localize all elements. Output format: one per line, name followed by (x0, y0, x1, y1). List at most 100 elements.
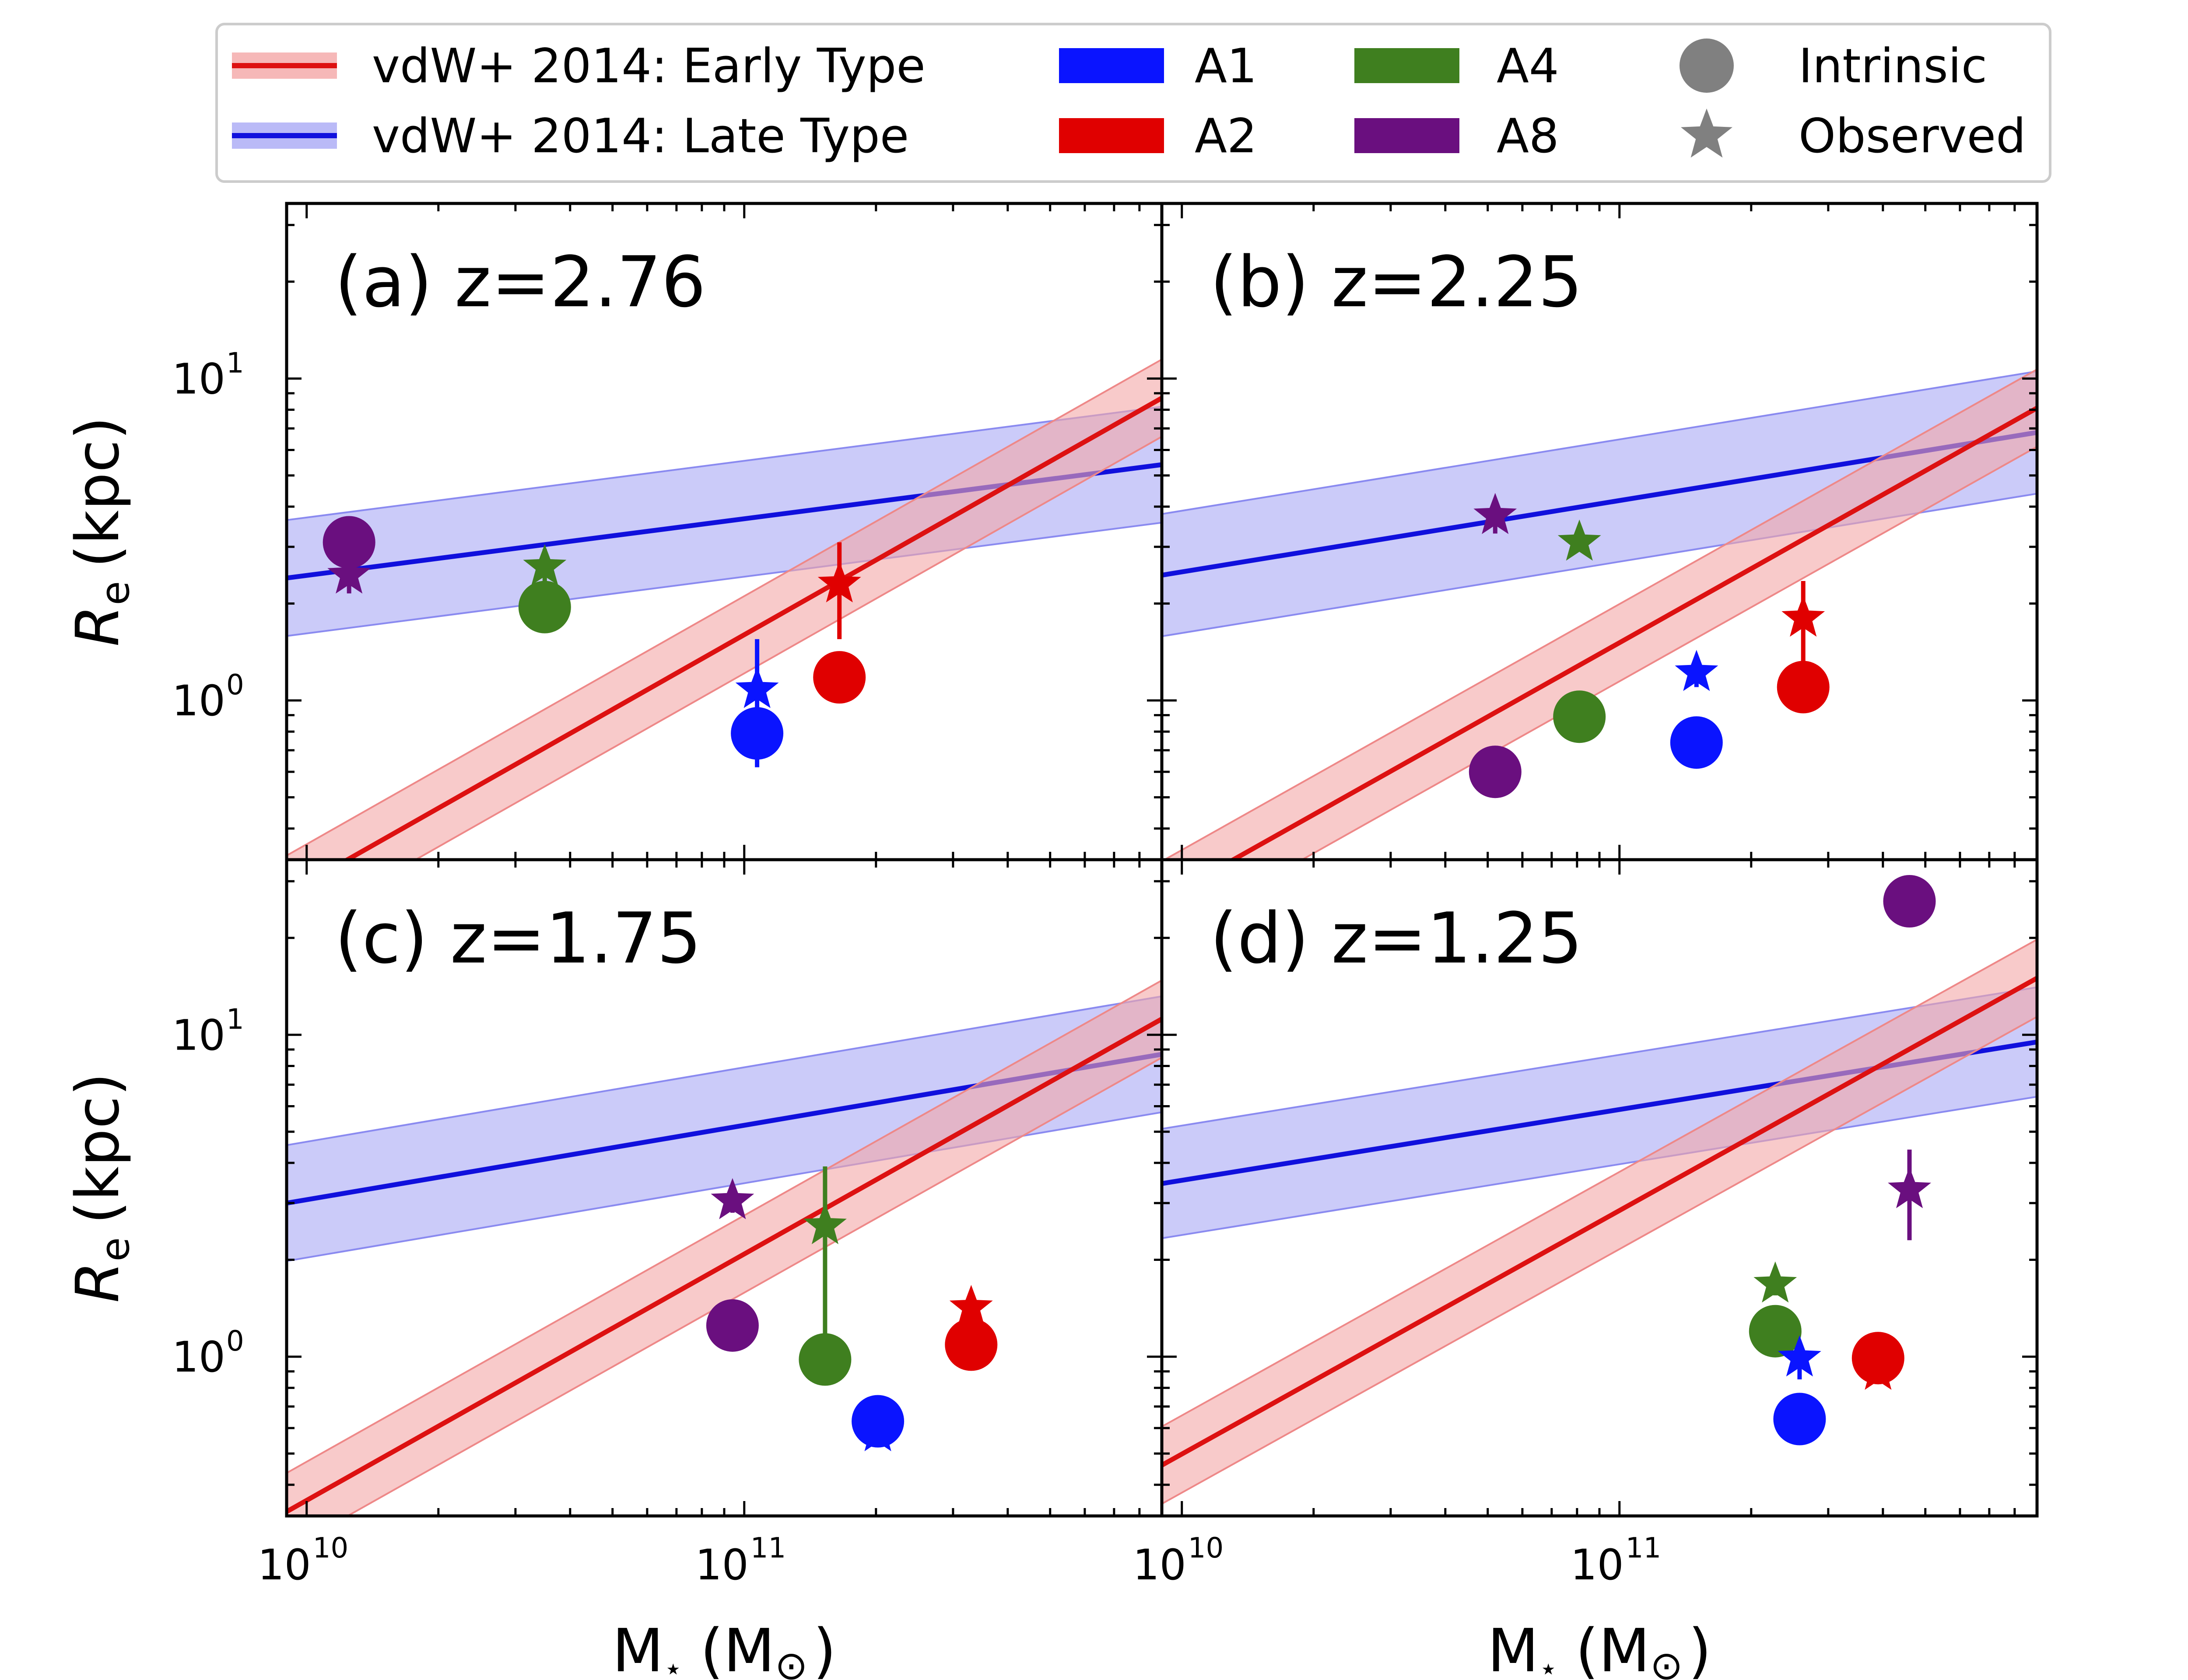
early-type-line (342, 396, 1162, 860)
legend-entry: A8 (1354, 109, 1559, 164)
observed-point-a4 (803, 1203, 847, 1244)
x-tick-exponent: 10 (1188, 1532, 1224, 1564)
legend-entry: Observed (1681, 108, 2026, 164)
early-type-line (287, 1017, 1162, 1514)
x-axis-symbol: M (1487, 1617, 1539, 1680)
x-axis-unit-subscript: ⊙ (775, 1643, 808, 1680)
legend-label: Intrinsic (1799, 39, 1987, 94)
legend-entry: vdW+ 2014: Late Type (232, 109, 909, 164)
ticks (285, 860, 1163, 1516)
legend-label: A2 (1195, 109, 1257, 164)
panel-label: (a) z=2.76 (335, 241, 706, 323)
y-axis-unit: (kpc) (63, 416, 133, 568)
y-tick-exponent: 1 (226, 1003, 244, 1036)
legend-label: A8 (1497, 109, 1559, 164)
early-type-line (1228, 406, 2037, 860)
x-axis-title: M⋆ (M⊙) (1487, 1617, 1711, 1680)
legend-label: vdW+ 2014: Early Type (372, 39, 926, 94)
x-tick-exponent: 11 (750, 1532, 786, 1564)
y-tick-base: 10 (172, 1333, 225, 1382)
x-tick-label: 10 11 (695, 1532, 786, 1589)
x-axis-unit-open: (M (700, 1617, 775, 1680)
x-tick-base: 10 (1133, 1540, 1186, 1589)
x-tick-base: 10 (258, 1540, 311, 1589)
y-tick-label: 10 1 (172, 1003, 244, 1060)
intrinsic-point-a4 (799, 1333, 852, 1386)
intrinsic-point-a2 (813, 651, 866, 704)
legend-color-swatch (1059, 118, 1164, 153)
intrinsic-point-a4 (518, 581, 571, 634)
plot-area (287, 979, 1162, 1516)
observed-point-a2 (1856, 1348, 1900, 1390)
intrinsic-point-a2 (945, 1318, 998, 1371)
legend-color-swatch (1059, 48, 1164, 83)
intrinsic-point-a4 (1749, 1305, 1802, 1358)
legend: vdW+ 2014: Early Type vdW+ 2014: Late Typ… (215, 23, 2051, 183)
panel: (b) z=2.25 (1160, 202, 2039, 861)
y-tick-exponent: 1 (226, 347, 244, 379)
observed-point-a1 (735, 667, 779, 708)
legend-label: A1 (1195, 39, 1257, 94)
y-axis-symbol: R (63, 605, 133, 647)
y-axis-title-text: Re (kpc) (63, 416, 138, 647)
early-type-band (1163, 368, 2037, 860)
legend-label: Observed (1799, 109, 2026, 164)
x-tick-base: 10 (695, 1540, 749, 1589)
intrinsic-point-a8 (706, 1299, 759, 1352)
legend-label: vdW+ 2014: Late Type (372, 109, 909, 164)
x-tick-exponent: 11 (1626, 1532, 1661, 1564)
observed-point-a8 (1473, 493, 1517, 534)
y-tick-exponent: 0 (226, 669, 244, 701)
plot-area (1162, 875, 2037, 1505)
y-tick-base: 10 (172, 676, 225, 725)
x-tick-label: 10 11 (1571, 1532, 1662, 1589)
legend-frame (215, 23, 2051, 183)
legend-entry: A2 (1059, 109, 1257, 164)
x-axis-unit-open: (M (1575, 1617, 1650, 1680)
y-axis-subscript: e (92, 1237, 138, 1261)
intrinsic-point-a2 (1777, 661, 1830, 714)
intrinsic-point-a8 (1883, 875, 1936, 928)
x-axis-unit-subscript: ⊙ (1650, 1643, 1683, 1680)
y-tick-label: 10 0 (172, 1325, 244, 1382)
x-axis-subscript: ⋆ (1539, 1651, 1558, 1680)
x-tick-base: 10 (1571, 1540, 1624, 1589)
x-axis-symbol: M (612, 1617, 663, 1680)
intrinsic-point-a8 (323, 516, 375, 569)
legend-entry: A1 (1059, 39, 1257, 94)
observed-point-a8 (711, 1178, 754, 1219)
x-axis-unit-close: ) (813, 1617, 836, 1680)
early-type-line (1162, 976, 2037, 1467)
y-tick-label: 10 1 (172, 347, 244, 403)
x-tick-label: 10 10 (1133, 1532, 1224, 1589)
panel-label: (c) z=1.75 (335, 897, 701, 979)
intrinsic-point-a1 (1773, 1393, 1826, 1446)
legend-circle-marker (1680, 38, 1734, 93)
y-tick-base: 10 (172, 354, 225, 403)
intrinsic-point-a4 (1553, 690, 1606, 743)
observed-point-a4 (523, 544, 567, 585)
plot-area (1162, 368, 2037, 860)
y-axis-title: Re (kpc) (63, 416, 138, 647)
observed-point-a4 (1753, 1261, 1797, 1303)
observed-point-a2 (1781, 595, 1825, 637)
observed-point-a2 (817, 561, 861, 602)
legend-star-marker (1681, 108, 1732, 158)
early-type-band (287, 358, 1162, 860)
intrinsic-point-a1 (1670, 716, 1723, 769)
axis-labels: Re(kpc)Re(kpc)M⋆ (M⊙) M⋆ (M⊙) (63, 416, 1711, 1680)
ticks (1161, 203, 2038, 860)
x-axis-unit-close: ) (1688, 1617, 1711, 1680)
observed-point-a8 (327, 552, 371, 594)
observed-point-a2 (949, 1284, 993, 1326)
plot-area (287, 358, 1162, 860)
intrinsic-point-a8 (1469, 746, 1522, 798)
y-tick-base: 10 (172, 1011, 225, 1060)
observed-point-a4 (1557, 519, 1601, 561)
legend-entry: Intrinsic (1680, 38, 1987, 94)
